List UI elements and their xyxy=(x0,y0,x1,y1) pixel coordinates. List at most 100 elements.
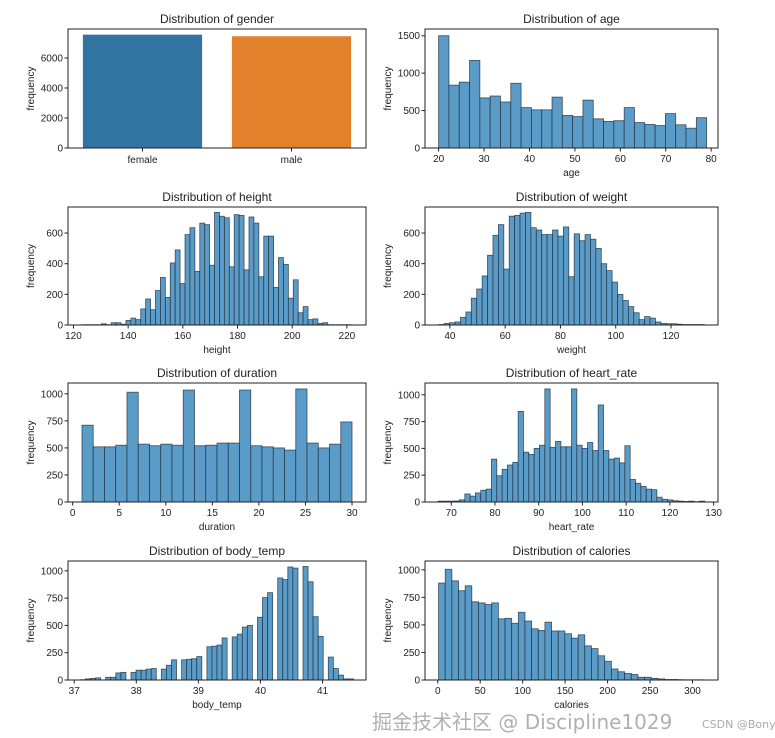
x-tick-label: 37 xyxy=(69,686,81,697)
histogram-bar xyxy=(470,496,475,502)
histogram-bar xyxy=(618,672,625,680)
histogram-bar xyxy=(151,310,156,325)
y-tick-label: 1500 xyxy=(398,31,421,42)
x-tick-label: 220 xyxy=(339,331,356,342)
x-tick-label: 40 xyxy=(524,154,536,165)
histogram-bar xyxy=(525,212,530,325)
histogram-bar xyxy=(308,320,313,325)
histogram-bar xyxy=(580,241,585,325)
histogram-bar xyxy=(498,225,503,325)
histogram-bar xyxy=(185,235,190,325)
histogram-bar xyxy=(569,277,574,325)
histogram-bar xyxy=(547,235,552,325)
x-tick-label: 70 xyxy=(660,154,672,165)
x-axis-label: duration xyxy=(199,522,235,533)
histogram-bar xyxy=(293,568,298,680)
x-tick-label: male xyxy=(281,155,303,166)
bar-male xyxy=(232,36,351,148)
x-tick-label: 100 xyxy=(607,331,624,342)
histogram-bar xyxy=(465,494,470,502)
y-tick-label: 250 xyxy=(403,471,420,482)
histogram-bar xyxy=(263,598,268,680)
histogram-bar xyxy=(338,675,343,680)
x-axis-label: height xyxy=(203,345,230,356)
histogram-bar xyxy=(539,445,544,502)
histogram-bar xyxy=(116,673,121,680)
y-tick-label: 1000 xyxy=(41,389,64,400)
histogram-bar xyxy=(578,635,585,680)
histogram-bar xyxy=(552,631,559,680)
histogram-bar xyxy=(460,317,465,325)
x-tick-label: 90 xyxy=(533,508,545,519)
histogram-bar xyxy=(219,216,224,325)
histogram-bar xyxy=(573,117,583,148)
x-tick-label: 250 xyxy=(642,686,659,697)
y-tick-label: 6000 xyxy=(41,53,64,64)
histogram-bar xyxy=(166,665,171,680)
histogram-bar xyxy=(240,390,251,502)
histogram-bar xyxy=(161,444,172,502)
histogram-bar xyxy=(614,458,619,502)
histogram-bar xyxy=(563,227,568,325)
histogram-bar xyxy=(82,425,93,502)
histogram-bar xyxy=(625,446,630,502)
histogram-bar xyxy=(618,294,623,325)
subplot-title: Distribution of gender xyxy=(160,12,274,26)
histogram-bar xyxy=(532,629,539,680)
histogram-bar xyxy=(146,669,151,680)
histogram-bar xyxy=(200,223,205,325)
histogram-bar xyxy=(542,110,552,148)
y-tick-label: 750 xyxy=(46,594,63,605)
histogram-bar xyxy=(254,223,259,325)
histogram-bar xyxy=(206,445,217,502)
subplot-title: Distribution of duration xyxy=(157,366,277,380)
histogram-bar xyxy=(330,444,341,502)
histogram-bar xyxy=(242,627,247,680)
x-tick-label: 0 xyxy=(70,508,76,519)
y-tick-label: 2000 xyxy=(41,113,64,124)
histogram-bar xyxy=(279,258,284,325)
histogram-bar xyxy=(507,465,512,502)
histogram-bar xyxy=(160,277,165,325)
histogram-bar xyxy=(136,320,141,325)
y-axis-label: frequency xyxy=(26,421,37,465)
x-tick-label: 40 xyxy=(444,331,456,342)
histogram-bar xyxy=(187,659,192,680)
y-tick-label: 1000 xyxy=(398,69,421,80)
bar-female xyxy=(83,35,202,148)
histogram-bar xyxy=(593,119,603,148)
histogram-bar xyxy=(288,567,293,680)
y-tick-label: 1000 xyxy=(398,565,421,576)
y-tick-label: 500 xyxy=(403,620,420,631)
histogram-bar xyxy=(636,483,641,502)
y-tick-label: 250 xyxy=(46,470,63,481)
y-tick-label: 0 xyxy=(414,144,420,155)
histogram-bar xyxy=(588,443,593,503)
histogram-bar xyxy=(590,239,595,325)
histogram-bar xyxy=(318,636,323,680)
histogram-bar xyxy=(553,230,558,325)
x-tick-label: 41 xyxy=(317,686,329,697)
y-tick-label: 500 xyxy=(46,621,63,632)
histogram-bar xyxy=(634,123,644,148)
histogram-bar xyxy=(518,612,525,680)
histogram-bar xyxy=(333,669,338,680)
histogram-bar xyxy=(215,212,220,325)
x-tick-label: 30 xyxy=(478,154,490,165)
x-tick-label: 60 xyxy=(500,331,512,342)
histogram-bar xyxy=(639,320,644,325)
histogram-bar xyxy=(498,619,505,680)
histogram-bar xyxy=(631,674,638,680)
histogram-bar xyxy=(183,390,194,502)
x-tick-label: 50 xyxy=(569,154,581,165)
histogram-bar xyxy=(229,267,234,325)
histogram-bar xyxy=(538,630,545,680)
histogram-bar xyxy=(545,622,552,680)
histogram-bar xyxy=(439,583,446,680)
histogram-bar xyxy=(607,271,612,325)
histogram-bar xyxy=(488,255,493,325)
histogram-bar xyxy=(545,389,550,502)
